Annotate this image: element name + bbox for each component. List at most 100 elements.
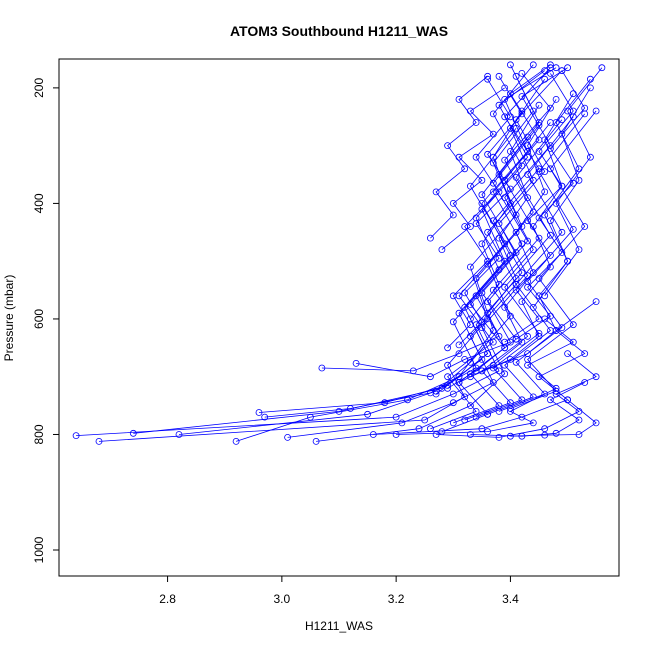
data-point (501, 84, 509, 92)
data-point (506, 147, 514, 155)
profile-line (464, 122, 551, 421)
x-tick-label: 3.2 (388, 592, 405, 606)
data-point (587, 84, 594, 92)
x-axis-label: H1211_WAS (305, 619, 373, 633)
data-point (512, 116, 520, 124)
data-point (478, 176, 486, 184)
profile-series (529, 75, 594, 311)
data-point (95, 437, 103, 445)
data-point (484, 309, 492, 317)
data-point (592, 419, 600, 427)
data-point (364, 410, 372, 418)
y-tick-label: 600 (32, 309, 46, 329)
data-point (461, 416, 469, 424)
data-point (535, 168, 543, 176)
data-point (564, 64, 571, 72)
data-point (392, 413, 400, 421)
x-tick-label: 2.8 (159, 592, 176, 606)
data-point (552, 64, 560, 72)
data-point (535, 214, 543, 222)
data-point (495, 101, 503, 109)
data-point (575, 165, 583, 173)
data-point (592, 373, 600, 381)
data-point (484, 350, 492, 358)
data-point (432, 431, 440, 438)
data-point (472, 292, 480, 300)
data-point (489, 379, 497, 386)
data-point (564, 257, 571, 265)
data-point (506, 432, 514, 440)
data-point (495, 280, 503, 288)
profile-series (426, 124, 520, 433)
profile-line (178, 73, 551, 435)
data-point (461, 165, 469, 173)
data-point (524, 332, 531, 340)
data-point (506, 199, 514, 207)
data-point (461, 289, 469, 297)
data-point (506, 185, 514, 193)
data-point (466, 373, 474, 381)
data-point (558, 324, 566, 332)
data-point (512, 72, 520, 80)
data-point (478, 199, 486, 207)
data-point (392, 431, 400, 438)
data-point (352, 359, 360, 367)
data-point (512, 173, 520, 181)
data-point (484, 72, 492, 80)
profile-series (541, 64, 606, 300)
profile-line (441, 136, 528, 432)
profile-line (321, 64, 551, 372)
profile-line (470, 93, 574, 378)
y-tick-label: 400 (32, 193, 46, 213)
data-point (524, 283, 531, 291)
data-point (581, 223, 589, 230)
profile-line (510, 399, 597, 437)
data-point (529, 269, 537, 277)
data-point (455, 379, 463, 386)
data-point (444, 384, 452, 392)
data-point (495, 72, 503, 80)
data-point (449, 318, 457, 326)
y-axis-label: Pressure (mbar) (2, 275, 16, 362)
data-point (449, 292, 457, 300)
data-point (524, 194, 531, 202)
plot-data (72, 61, 606, 445)
data-point (501, 338, 509, 346)
profile-line (475, 119, 563, 418)
data-point (466, 107, 474, 115)
data-point (426, 425, 434, 433)
data-point (558, 116, 566, 124)
profile-series (175, 70, 554, 438)
data-point (495, 188, 503, 196)
data-point (581, 379, 589, 386)
data-point (524, 350, 531, 358)
data-point (461, 393, 469, 401)
data-point (369, 431, 377, 438)
profile-line (458, 76, 523, 346)
data-point (495, 254, 503, 262)
data-point (552, 96, 560, 103)
profile-series (501, 70, 577, 346)
data-point (472, 413, 480, 421)
data-point (432, 188, 440, 196)
data-point (501, 156, 509, 164)
data-point (552, 429, 560, 437)
data-point (558, 182, 566, 190)
data-point (569, 225, 577, 233)
profile-line (447, 78, 511, 349)
data-point (478, 240, 486, 248)
data-point (575, 176, 583, 184)
data-point (564, 396, 571, 404)
x-axis: 2.8 3.0 3.2 3.4 (159, 575, 519, 606)
profile-series (444, 75, 514, 352)
data-point (529, 61, 537, 69)
data-point (421, 416, 429, 424)
data-point (547, 396, 554, 404)
data-point (547, 70, 554, 77)
data-point (478, 289, 486, 297)
data-point (489, 338, 497, 346)
data-point (524, 171, 531, 178)
data-point (598, 64, 606, 72)
data-point (175, 431, 183, 438)
